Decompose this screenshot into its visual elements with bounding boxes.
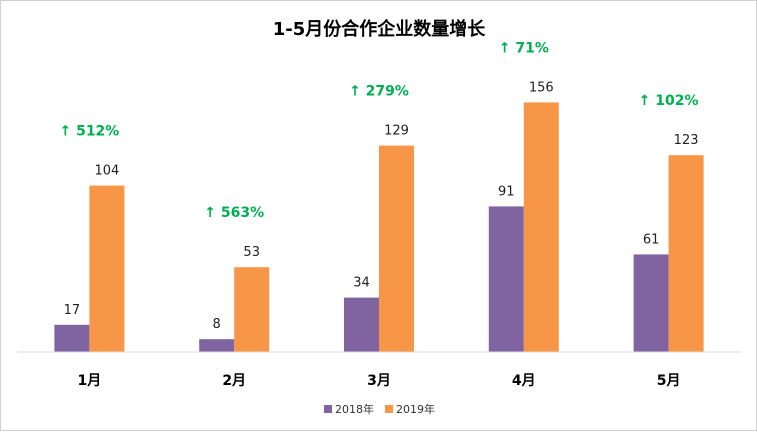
growth-label: ↑ 512% [59, 124, 119, 140]
bar-b-4 [523, 102, 559, 353]
growth-label: ↑ 563% [204, 205, 264, 221]
data-label: 104 [94, 164, 119, 179]
legend-label: 2018年 [335, 402, 374, 416]
bar-a-2 [199, 339, 235, 352]
bar-a-5 [633, 254, 669, 352]
legend-label: 2019年 [396, 402, 435, 416]
category-label: 4月 [512, 373, 536, 389]
bar-b-1 [89, 185, 125, 352]
bar-b-2 [234, 267, 270, 352]
bar-a-4 [488, 206, 524, 352]
data-label: 17 [64, 303, 81, 318]
data-label: 123 [674, 133, 699, 148]
data-label: 8 [213, 317, 221, 332]
growth-label: ↑ 279% [349, 84, 409, 100]
data-label: 53 [243, 245, 260, 260]
data-label: 156 [529, 80, 554, 95]
bar-b-3 [379, 145, 414, 352]
bars-group [54, 102, 704, 353]
chart-title: 1-5月份合作企业数量增长 [273, 18, 487, 40]
growth-label: ↑ 71% [499, 40, 549, 56]
legend-swatch [385, 405, 393, 413]
bar-b-5 [668, 155, 704, 352]
legend-swatch [324, 405, 332, 413]
labels-group: 17 104 ↑ 512% 1月 8 53 ↑ 563% 2月 34 129 ↑ 279% 3月 91 1… [59, 40, 698, 389]
growth-label: ↑ 102% [639, 93, 699, 109]
category-label: 2月 [222, 373, 246, 389]
bar-a-3 [344, 297, 379, 352]
category-label: 5月 [657, 373, 681, 389]
bar-a-1 [54, 324, 90, 352]
legend: 2018年 2019年 [324, 402, 435, 416]
data-label: 34 [353, 276, 370, 291]
data-label: 91 [498, 184, 515, 199]
data-label: 129 [384, 124, 409, 139]
category-label: 1月 [78, 373, 102, 389]
category-label: 3月 [367, 373, 391, 389]
data-label: 61 [643, 232, 660, 247]
